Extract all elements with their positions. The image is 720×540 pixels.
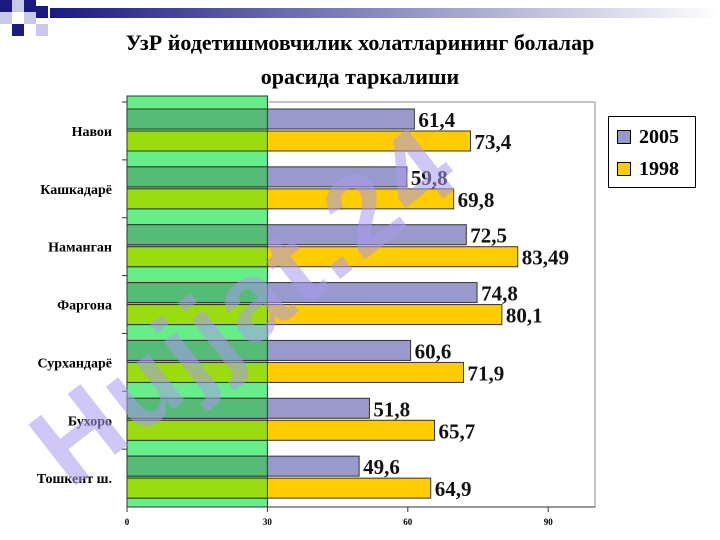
legend-swatch-1998 [617,162,631,176]
bar-band-2005-cat-5 [126,397,268,419]
bar-band-2005-cat-0 [126,108,268,130]
legend-item-1998: 1998 [617,158,679,180]
data-label-2005-cat-4: 60,6 [415,339,452,363]
data-label-2005-cat-2: 72,5 [470,224,507,248]
chart-title-line1: УзР йодетишмовчилик холатларининг болала… [125,30,595,55]
bar-band-2005-cat-6 [126,455,268,477]
category-label-2: Наманган [48,241,112,256]
category-label-4: Сурхандарё [37,356,112,371]
chart-title: УзР йодетишмовчилик холатларининг болала… [40,26,680,94]
data-label-1998-cat-2: 83,49 [522,246,569,270]
data-label-1998-cat-1: 69,8 [458,188,495,212]
x-tick-label-3: 90 [544,517,554,527]
bar-band-1998-cat-0 [126,130,268,152]
data-label-2005-cat-0: 61,4 [418,108,455,132]
bar-band-1998-cat-6 [126,477,268,499]
bar-band-2005-cat-1 [126,166,268,188]
category-label-5: Бухоро [68,414,112,429]
category-label-3: Фаргона [57,299,112,314]
data-label-1998-cat-5: 65,7 [438,419,475,443]
chart-legend: 2005 1998 [608,116,696,188]
data-label-1998-cat-4: 71,9 [467,361,504,385]
legend-label-2005: 2005 [639,125,679,148]
data-label-2005-cat-5: 51,8 [373,397,410,421]
category-label-1: Кашкадарё [40,183,112,198]
x-tick-label-2: 60 [403,517,413,527]
data-label-2005-cat-6: 49,6 [363,455,400,479]
data-label-2005-cat-1: 59,8 [411,166,448,190]
legend-label-1998: 1998 [639,157,679,180]
legend-item-2005: 2005 [617,126,679,148]
bar-band-2005-cat-4 [126,339,268,361]
data-label-1998-cat-0: 73,4 [475,130,512,154]
bar-band-1998-cat-5 [126,419,268,441]
bar-band-1998-cat-1 [126,188,268,210]
bar-band-1998-cat-4 [126,361,268,383]
legend-swatch-2005 [617,130,631,144]
chart-title-line2: орасида таркалиши [260,64,460,89]
bar-band-2005-cat-2 [126,224,268,246]
data-label-1998-cat-3: 80,1 [506,304,543,328]
x-tick-label-0: 0 [125,517,130,527]
category-label-6: Тошкент ш. [37,472,112,487]
x-tick-label-1: 30 [263,517,273,527]
bar-band-1998-cat-3 [126,304,268,326]
bar-band-2005-cat-3 [126,282,268,304]
data-label-1998-cat-6: 64,9 [435,477,472,501]
category-label-0: Навои [72,125,112,140]
data-label-2005-cat-3: 74,8 [481,282,518,306]
corner-decoration [0,0,720,36]
bar-chart: 61,4 73,4 Навои 59,8 69,8 Кашкадарё 72,5 83,49 Н… [37,95,596,527]
bar-band-1998-cat-2 [126,246,268,268]
